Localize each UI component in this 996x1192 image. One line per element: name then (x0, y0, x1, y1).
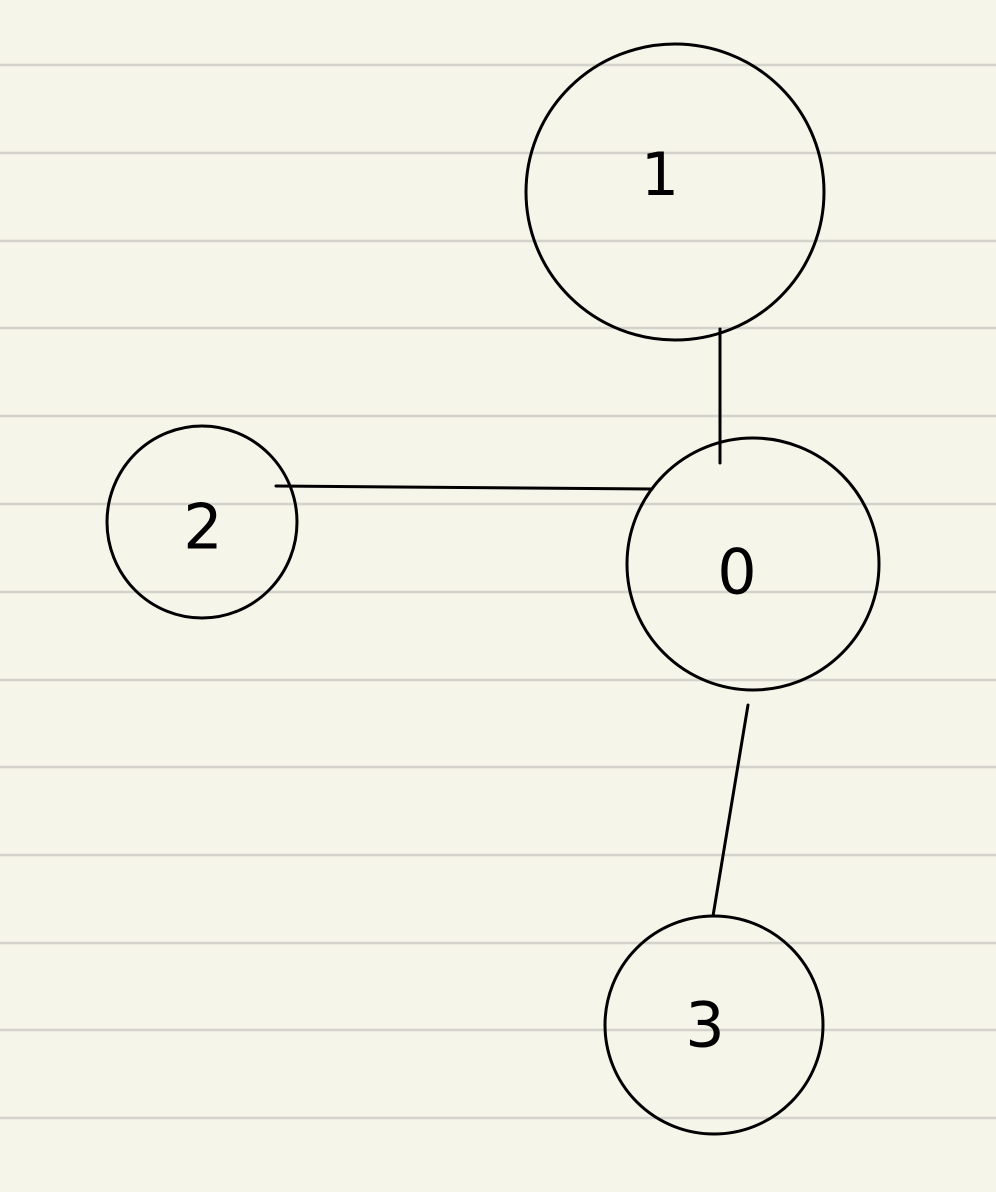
graph-nodes: 1 2 0 3 (105, 42, 881, 1136)
node-1: 1 (524, 42, 826, 342)
edge-0-3 (711, 703, 750, 918)
node-circle (105, 424, 299, 620)
node-2: 2 (105, 424, 299, 620)
node-0: 0 (625, 436, 881, 692)
edge-2-0 (274, 484, 654, 491)
node-3: 3 (603, 914, 825, 1136)
node-circle (603, 914, 825, 1136)
node-label: 2 (183, 491, 222, 564)
ruled-lines (0, 63, 996, 1120)
graph-edges (274, 327, 750, 918)
node-label: 3 (685, 989, 724, 1062)
node-circle (625, 436, 881, 692)
node-circle (524, 42, 826, 342)
node-label: 0 (717, 536, 756, 609)
node-label: 1 (641, 140, 679, 210)
